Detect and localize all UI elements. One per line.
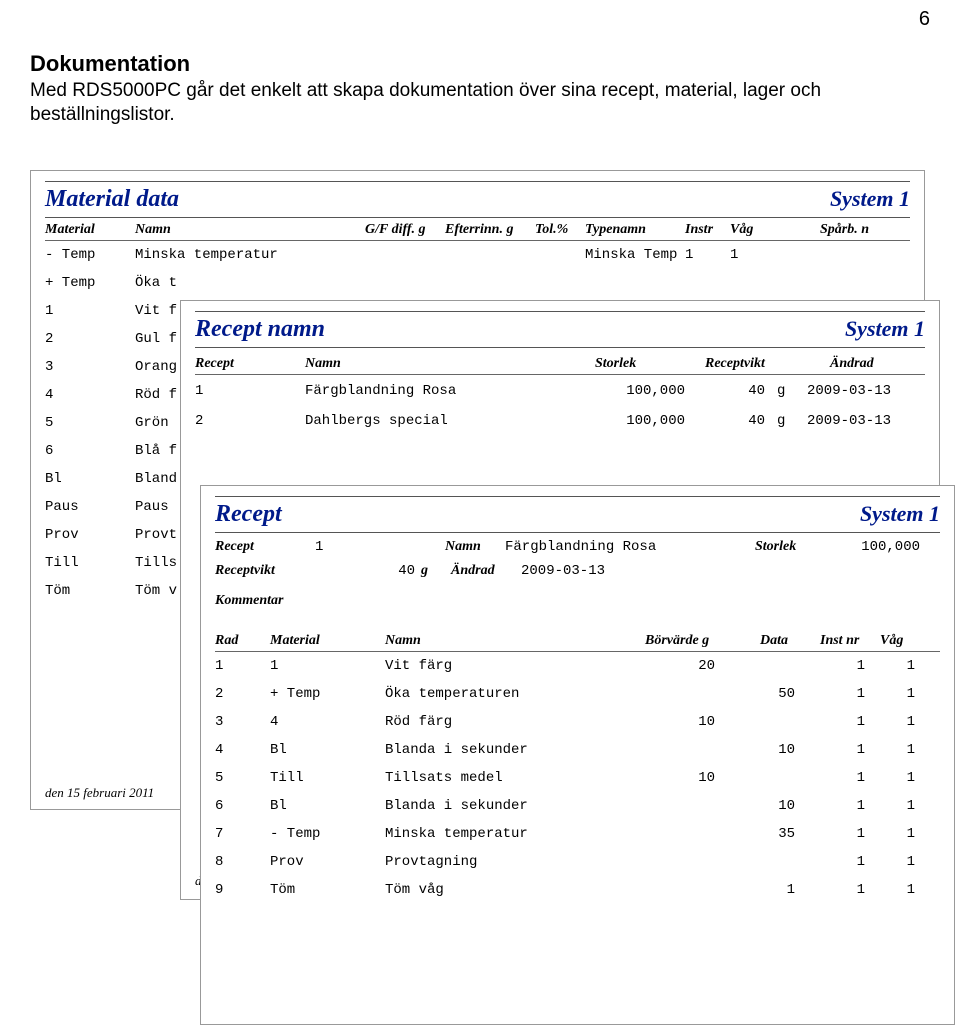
table-row: - TempMinska temperaturMinska Temp11 xyxy=(45,247,910,263)
intro-body: Med RDS5000PC går det enkelt att skapa d… xyxy=(30,80,821,126)
page-number: 6 xyxy=(919,8,930,31)
recept-label: Recept xyxy=(215,539,315,555)
recept-col-headers: Rad Material Namn Börvärde g Data Inst n… xyxy=(215,633,940,649)
andrad-label: Ändrad xyxy=(451,563,521,579)
table-row: 2+ TempÖka temperaturen5011 xyxy=(215,686,940,702)
recept-rows: 11Vit färg2011 2+ TempÖka temperaturen501… xyxy=(215,658,940,898)
recept-system: System 1 xyxy=(860,501,940,527)
receptvikt-unit: g xyxy=(415,563,451,579)
table-row: 1Färgblandning Rosa100,00040g2009-03-13 xyxy=(195,383,925,399)
recept-panel: Recept System 1 Recept 1 Namn Färgblandn… xyxy=(200,485,955,1025)
intro-heading: Dokumentation xyxy=(30,51,190,76)
andrad-val: 2009-03-13 xyxy=(521,563,661,579)
table-row: 4BlBlanda i sekunder1011 xyxy=(215,742,940,758)
intro-text: Dokumentation Med RDS5000PC går det enke… xyxy=(30,50,910,128)
recept-namn-rows: 1Färgblandning Rosa100,00040g2009-03-13 2… xyxy=(195,383,925,429)
namn-val: Färgblandning Rosa xyxy=(505,539,755,555)
receptvikt-label: Receptvikt xyxy=(215,563,355,579)
namn-label: Namn xyxy=(445,539,505,555)
table-row: 5TillTillsats medel1011 xyxy=(215,770,940,786)
table-row: 2Dahlbergs special100,00040g2009-03-13 xyxy=(195,413,925,429)
material-title: Material data xyxy=(45,186,179,213)
recept-namn-system: System 1 xyxy=(845,316,925,342)
recept-val: 1 xyxy=(315,539,445,555)
table-row: 8ProvProvtagning11 xyxy=(215,854,940,870)
table-row: 6BlBlanda i sekunder1011 xyxy=(215,798,940,814)
recept-namn-title: Recept namn xyxy=(195,316,325,343)
table-row: + TempÖka t xyxy=(45,275,910,291)
kommentar-label: Kommentar xyxy=(215,593,283,609)
recept-namn-col-headers: Recept Namn Storlek Receptvikt Ändrad xyxy=(195,356,925,372)
table-row: 9TömTöm våg111 xyxy=(215,882,940,898)
table-row: 7- TempMinska temperatur3511 xyxy=(215,826,940,842)
material-col-headers: Material Namn G/F diff. g Efterrinn. g T… xyxy=(45,222,910,238)
material-system: System 1 xyxy=(830,186,910,212)
storlek-label: Storlek xyxy=(755,539,830,555)
receptvikt-val: 40 xyxy=(355,563,415,579)
material-footer-date: den 15 februari 2011 xyxy=(45,785,154,801)
table-row: 11Vit färg2011 xyxy=(215,658,940,674)
recept-title: Recept xyxy=(215,501,282,528)
table-row: 34Röd färg1011 xyxy=(215,714,940,730)
storlek-val: 100,000 xyxy=(830,539,920,555)
